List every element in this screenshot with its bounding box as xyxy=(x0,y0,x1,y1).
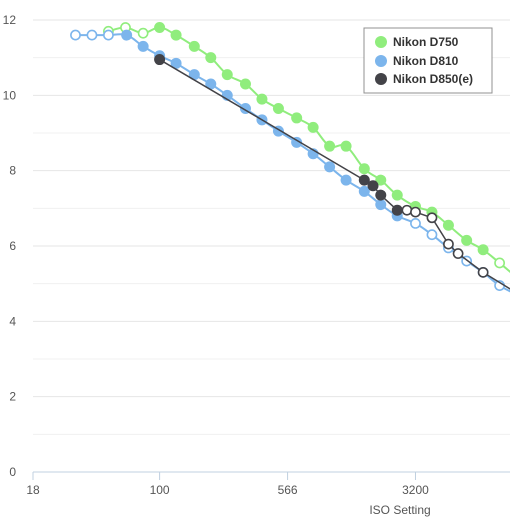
data-point[interactable] xyxy=(86,29,98,41)
legend-marker-d750 xyxy=(375,36,387,48)
data-point[interactable] xyxy=(256,93,268,105)
legend: Nikon D750 Nikon D810 Nikon D850(e) xyxy=(363,27,493,94)
data-point[interactable] xyxy=(426,229,438,241)
data-point[interactable] xyxy=(205,78,217,90)
data-point[interactable] xyxy=(340,174,352,186)
x-tick-label: 3200 xyxy=(402,483,429,497)
data-point[interactable] xyxy=(137,27,149,39)
data-point[interactable] xyxy=(170,29,182,41)
data-point[interactable] xyxy=(324,161,336,173)
data-point[interactable] xyxy=(170,57,182,69)
data-point[interactable] xyxy=(410,206,421,218)
data-point[interactable] xyxy=(205,52,217,64)
data-point[interactable] xyxy=(70,29,81,41)
x-tick-label: 100 xyxy=(150,483,170,497)
data-point[interactable] xyxy=(452,248,464,259)
data-point[interactable] xyxy=(477,244,489,256)
y-tick-label: 6 xyxy=(9,239,16,253)
x-tick-label: 18 xyxy=(26,483,40,497)
data-point[interactable] xyxy=(375,174,387,186)
data-point[interactable] xyxy=(154,22,166,34)
data-point[interactable] xyxy=(291,112,303,124)
data-point[interactable] xyxy=(367,180,379,192)
data-point[interactable] xyxy=(358,174,370,186)
series-group xyxy=(70,22,510,293)
data-point[interactable] xyxy=(442,219,454,231)
x-tick-label: 566 xyxy=(278,483,298,497)
x-axis-title: ISO Setting xyxy=(369,503,430,517)
series-nikon-d750 xyxy=(103,22,510,273)
data-point[interactable] xyxy=(221,69,233,81)
y-tick-label: 2 xyxy=(9,390,16,404)
data-point[interactable] xyxy=(401,204,413,216)
data-point[interactable] xyxy=(461,234,473,246)
data-point[interactable] xyxy=(137,40,149,52)
legend-marker-d810 xyxy=(375,55,387,67)
series-nikon-d850-e xyxy=(154,54,510,290)
y-tick-label: 10 xyxy=(3,88,17,102)
series-line xyxy=(159,58,510,290)
data-point[interactable] xyxy=(324,140,336,152)
y-tick-label: 12 xyxy=(3,13,17,27)
data-point[interactable] xyxy=(410,217,421,229)
data-point[interactable] xyxy=(426,212,438,224)
data-point[interactable] xyxy=(291,136,303,148)
data-point[interactable] xyxy=(103,29,114,41)
data-point[interactable] xyxy=(375,199,387,211)
legend-label-d750: Nikon D750 xyxy=(393,35,459,49)
data-point[interactable] xyxy=(443,238,454,250)
data-point[interactable] xyxy=(477,266,489,278)
legend-item-d750[interactable]: Nikon D750 xyxy=(375,35,459,49)
data-point[interactable] xyxy=(121,29,133,41)
y-axis-ticks: 0 2 4 6 8 10 12 xyxy=(3,13,17,479)
data-point[interactable] xyxy=(188,69,200,81)
data-point[interactable] xyxy=(391,204,403,216)
data-point[interactable] xyxy=(375,189,387,201)
data-point[interactable] xyxy=(494,257,506,269)
y-tick-label: 8 xyxy=(9,164,16,178)
data-point[interactable] xyxy=(391,189,403,201)
y-tick-label: 4 xyxy=(9,314,16,328)
data-point[interactable] xyxy=(340,140,352,152)
data-point[interactable] xyxy=(239,78,251,90)
legend-label-d810: Nikon D810 xyxy=(393,54,459,68)
y-tick-label: 0 xyxy=(9,465,16,479)
data-point[interactable] xyxy=(307,121,319,133)
data-point[interactable] xyxy=(358,185,370,197)
series-nikon-d810 xyxy=(70,29,510,293)
legend-item-d810[interactable]: Nikon D810 xyxy=(375,54,459,68)
data-point[interactable] xyxy=(358,163,370,175)
data-point[interactable] xyxy=(154,54,166,66)
legend-item-d850e[interactable]: Nikon D850(e) xyxy=(375,72,473,86)
x-axis-ticks: 18100566320018102 xyxy=(26,472,429,497)
legend-marker-d850e xyxy=(375,73,387,85)
data-point[interactable] xyxy=(272,103,284,115)
data-point[interactable] xyxy=(188,40,200,52)
legend-label-d850e: Nikon D850(e) xyxy=(393,72,473,86)
